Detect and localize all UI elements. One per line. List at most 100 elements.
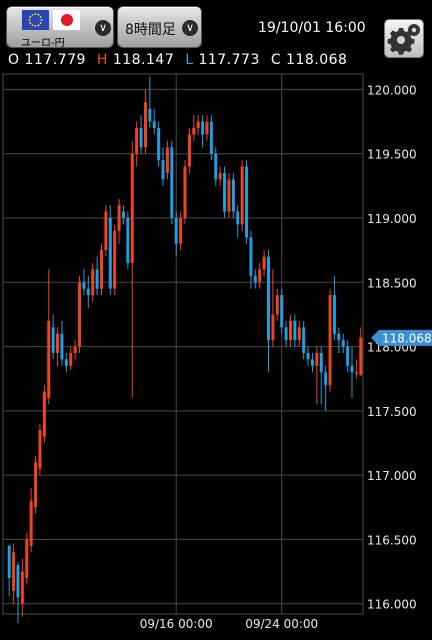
candle-body bbox=[346, 346, 350, 366]
candle-down bbox=[148, 76, 152, 128]
candle-body bbox=[209, 121, 213, 154]
candle-body bbox=[73, 346, 77, 353]
open-value: 117.779 bbox=[24, 52, 86, 68]
candle-body bbox=[51, 327, 55, 353]
price-tick-label: 117.500 bbox=[367, 405, 417, 419]
candle-down bbox=[95, 256, 99, 296]
candle-down bbox=[157, 121, 161, 167]
candle-body bbox=[288, 320, 292, 341]
candle-body bbox=[152, 121, 156, 128]
candle-body bbox=[201, 121, 205, 135]
candle-up bbox=[315, 346, 319, 405]
gear-icon bbox=[387, 24, 420, 55]
candle-body bbox=[78, 282, 82, 347]
candle-down bbox=[253, 269, 257, 289]
candle-body bbox=[192, 128, 196, 135]
candle-body bbox=[47, 320, 51, 398]
open-key: O bbox=[8, 52, 20, 68]
candle-up bbox=[69, 346, 73, 370]
candle-down bbox=[126, 211, 130, 270]
candle-down bbox=[231, 173, 235, 218]
candle-body bbox=[262, 256, 266, 270]
candle-down bbox=[170, 140, 174, 225]
candle-body bbox=[117, 205, 121, 231]
candle-up bbox=[91, 263, 95, 302]
price-tick-label: 119.500 bbox=[367, 148, 417, 162]
candle-up bbox=[196, 115, 200, 135]
candle-body bbox=[284, 327, 288, 341]
candle-body bbox=[187, 134, 191, 167]
candle-down bbox=[324, 365, 328, 411]
candle-down bbox=[350, 346, 354, 398]
candle-up bbox=[25, 533, 29, 585]
candle-body bbox=[170, 147, 174, 218]
candle-up bbox=[240, 160, 244, 231]
candle-down bbox=[319, 346, 323, 405]
candle-up bbox=[73, 340, 77, 360]
candle-up bbox=[29, 488, 33, 553]
candle-down bbox=[310, 353, 314, 373]
currency-pair-selector[interactable]: ユーロ-円 ∨ bbox=[7, 7, 113, 49]
candle-body bbox=[42, 391, 46, 437]
price-axis: 120.000119.500119.000118.500118.000117.5… bbox=[367, 83, 417, 611]
candle-up bbox=[271, 269, 275, 347]
candle-body bbox=[95, 269, 99, 289]
settings-button[interactable] bbox=[385, 20, 423, 57]
candles bbox=[7, 76, 363, 623]
candle-body bbox=[16, 565, 20, 598]
candle-down bbox=[223, 166, 227, 218]
candle-up bbox=[359, 327, 363, 377]
candle-body bbox=[258, 269, 262, 283]
price-tick-label: 117.000 bbox=[367, 469, 417, 483]
candle-down bbox=[249, 230, 253, 289]
candle-body bbox=[332, 295, 336, 334]
candle-up bbox=[38, 423, 42, 476]
candle-down bbox=[152, 108, 156, 135]
candle-body bbox=[60, 333, 64, 360]
candle-up bbox=[187, 128, 191, 173]
candle-body bbox=[223, 173, 227, 212]
candle-body bbox=[143, 102, 147, 148]
candle-down bbox=[280, 288, 284, 334]
candle-down bbox=[332, 275, 336, 341]
candle-up bbox=[165, 140, 169, 180]
price-tick-label: 119.000 bbox=[367, 212, 417, 226]
candle-up bbox=[130, 140, 134, 398]
time-tick-label: 09/16 00:00 bbox=[140, 617, 213, 631]
candle-down bbox=[201, 115, 205, 148]
price-tick-label: 118.500 bbox=[367, 276, 417, 290]
candle-body bbox=[306, 353, 310, 360]
candle-down bbox=[60, 320, 64, 366]
candle-up bbox=[275, 288, 279, 321]
timeframe-label: 8時間足 bbox=[125, 22, 176, 38]
candle-up bbox=[218, 166, 222, 186]
candle-body bbox=[139, 128, 143, 148]
candlestick-chart[interactable]: 120.000119.500119.000118.500118.000117.5… bbox=[0, 72, 432, 640]
candle-body bbox=[249, 237, 253, 276]
candle-body bbox=[130, 153, 134, 263]
candle-body bbox=[196, 121, 200, 128]
candle-body bbox=[34, 462, 38, 508]
candle-body bbox=[310, 359, 314, 366]
timeframe-selector[interactable]: 8時間足 ∨ bbox=[118, 7, 201, 47]
candle-up bbox=[135, 121, 139, 167]
candle-up bbox=[258, 263, 262, 289]
candle-body bbox=[82, 282, 86, 289]
candle-down bbox=[139, 115, 143, 154]
candle-up bbox=[262, 250, 266, 276]
candle-body bbox=[108, 218, 112, 289]
candle-body bbox=[183, 166, 187, 218]
high-value: 118.147 bbox=[112, 52, 175, 68]
candle-body bbox=[86, 288, 90, 296]
candle-up bbox=[20, 558, 24, 617]
candle-body bbox=[121, 211, 125, 218]
candle-down bbox=[51, 314, 55, 360]
candle-up bbox=[205, 115, 209, 141]
candle-body bbox=[12, 552, 16, 591]
candle-down bbox=[236, 205, 240, 238]
candle-body bbox=[328, 295, 332, 386]
candle-body bbox=[38, 430, 42, 469]
candle-up bbox=[113, 224, 117, 296]
candle-up bbox=[56, 327, 60, 366]
candle-up bbox=[104, 205, 108, 257]
